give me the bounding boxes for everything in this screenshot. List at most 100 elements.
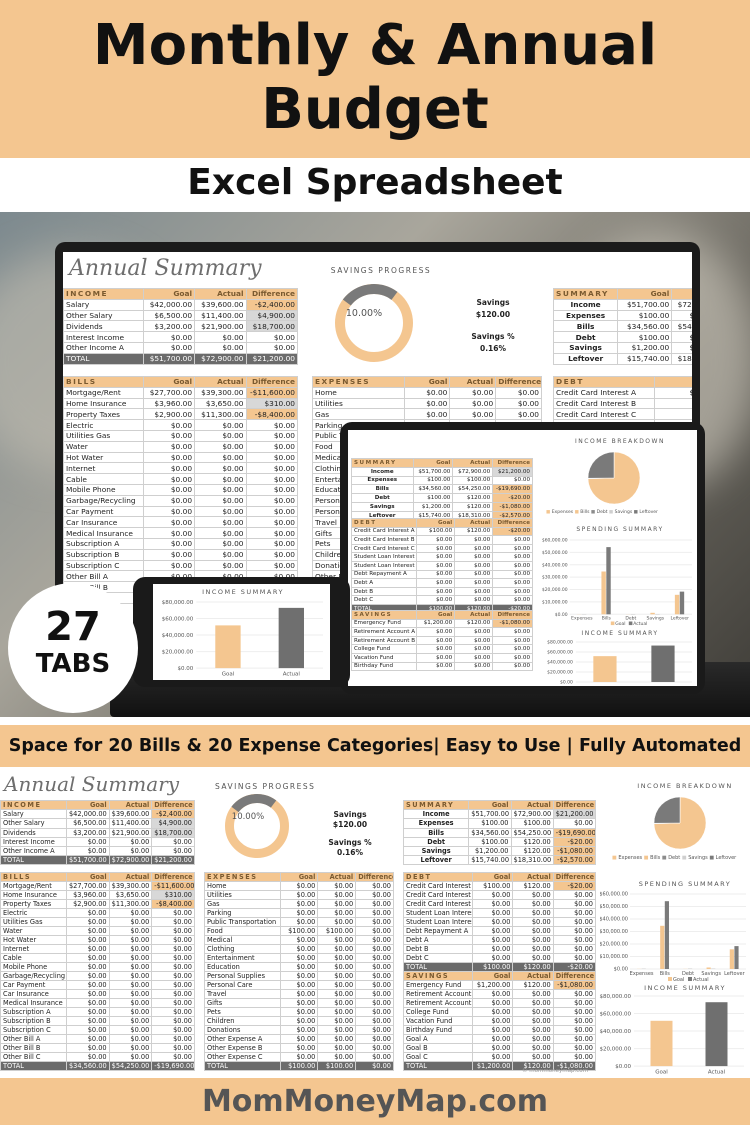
expenses-row-cell[interactable]: $0.00 <box>355 1025 394 1035</box>
summary-row-cell[interactable]: $72,900.00 <box>510 809 554 820</box>
bills-row-cell[interactable]: $0.00 <box>65 971 110 981</box>
savings-header-cell[interactable]: Goal <box>416 610 456 620</box>
savings-row-cell[interactable]: $0.00 <box>552 1043 597 1053</box>
bills-total-cell[interactable]: $34,560.00 <box>65 1061 110 1071</box>
summary-row-cell[interactable]: $51,700.00 <box>617 298 673 311</box>
debt-header-cell[interactable]: Difference <box>552 872 597 882</box>
summary-row-cell[interactable]: $18,310.00 <box>510 855 554 866</box>
debt-row-cell[interactable]: $0.00 <box>454 543 494 554</box>
summary-row-cell[interactable]: $100.00 <box>510 818 554 829</box>
expenses-row-cell[interactable]: $0.00 <box>355 998 394 1008</box>
bills-row-cell[interactable]: Subscription A <box>0 1007 67 1017</box>
income-total-cell[interactable]: TOTAL <box>0 855 67 866</box>
expenses-row-cell[interactable]: $0.00 <box>355 935 394 945</box>
debt-row-cell[interactable]: $0.00 <box>416 578 456 588</box>
debt-row-cell[interactable]: Debt A <box>350 578 418 588</box>
bills-row-cell[interactable]: $0.00 <box>245 429 298 442</box>
bills-row-cell[interactable]: $0.00 <box>65 908 110 918</box>
debt-row-cell[interactable]: $0.00 <box>552 890 597 900</box>
bills-row-cell[interactable]: Mortgage/Rent <box>0 881 67 891</box>
summary-row-cell[interactable]: $34,560.00 <box>468 827 512 838</box>
expenses-row-cell[interactable]: Pets <box>204 1007 281 1017</box>
bills-row-cell[interactable]: Home Insurance <box>0 890 67 900</box>
expenses-row-cell[interactable]: Gas <box>312 408 405 421</box>
expenses-row-cell[interactable]: Personal Supplies <box>204 971 281 981</box>
bills-row-cell[interactable]: $0.00 <box>151 908 195 918</box>
summary-header-cell[interactable]: Goal <box>468 799 512 811</box>
savings-row-cell[interactable]: $0.00 <box>492 644 533 654</box>
summary-row-cell[interactable]: $21,200.00 <box>552 809 597 820</box>
summary-header-cell[interactable]: Difference <box>492 458 533 468</box>
bills-row-cell[interactable]: $0.00 <box>142 483 196 496</box>
bills-row-cell[interactable]: $0.00 <box>151 944 195 954</box>
bills-row-cell[interactable]: $0.00 <box>142 516 196 529</box>
bills-row-cell[interactable]: $0.00 <box>245 473 298 485</box>
bills-header-cell[interactable]: Goal <box>142 376 196 388</box>
bills-row-cell[interactable]: Water <box>63 440 144 453</box>
bills-row-cell[interactable]: $0.00 <box>245 548 298 561</box>
income-row-cell[interactable]: $0.00 <box>142 331 196 343</box>
savings-row-cell[interactable]: Emergency Fund <box>350 618 418 629</box>
expenses-row-cell[interactable]: $100.00 <box>317 926 357 936</box>
expenses-row-cell[interactable]: $0.00 <box>449 386 497 399</box>
summary-row-cell[interactable]: $34,560.00 <box>412 484 454 495</box>
expenses-row-cell[interactable]: Clothing <box>204 944 281 954</box>
bills-header-cell[interactable]: BILLS <box>63 376 144 388</box>
expenses-row-cell[interactable]: $0.00 <box>279 1016 319 1026</box>
summary-header-cell[interactable]: SUMMARY <box>351 458 414 468</box>
income-row-cell[interactable]: $0.00 <box>65 836 110 847</box>
debt-row-cell[interactable]: $0.00 <box>492 552 533 562</box>
savings-row-cell[interactable]: Vacation Fund <box>350 652 418 663</box>
bills-row-cell[interactable]: Home Insurance <box>63 397 144 410</box>
bills-row-cell[interactable]: $0.00 <box>194 537 247 550</box>
savings-row-cell[interactable]: Vacation Fund <box>402 1016 474 1026</box>
expenses-row-cell[interactable]: $100.00 <box>279 926 319 936</box>
debt-row-cell[interactable]: Credit Card Interest B <box>402 890 474 900</box>
savings-row-cell[interactable]: $120.00 <box>454 618 494 629</box>
bills-row-cell[interactable]: Cable <box>63 473 144 485</box>
bills-row-cell[interactable]: Car Payment <box>63 505 144 518</box>
expenses-row-cell[interactable]: $0.00 <box>355 989 394 999</box>
income-row-cell[interactable]: $0.00 <box>245 331 298 343</box>
bills-row-cell[interactable]: $0.00 <box>65 998 110 1008</box>
bills-row-cell[interactable]: $310.00 <box>151 890 195 900</box>
savings-row-cell[interactable]: $0.00 <box>512 1025 554 1035</box>
summary-row-cell[interactable]: $100.00 <box>412 493 454 503</box>
expenses-row-cell[interactable]: $0.00 <box>403 386 451 399</box>
savings-row-cell[interactable]: $0.00 <box>552 1025 597 1035</box>
debt-row-cell[interactable]: Credit Card Interest A <box>402 881 474 891</box>
income-row-cell[interactable]: -$2,400.00 <box>245 298 298 311</box>
bills-row-cell[interactable]: $0.00 <box>245 527 298 539</box>
debt-header-cell[interactable]: DEBT <box>350 518 418 528</box>
debt-header-cell[interactable]: Actual <box>454 518 494 528</box>
savings-row-cell[interactable]: Birthday Fund <box>350 661 418 672</box>
expenses-row-cell[interactable]: $0.00 <box>317 998 357 1008</box>
income-header-cell[interactable]: Difference <box>245 288 298 300</box>
expenses-row-cell[interactable]: $0.00 <box>355 1043 394 1053</box>
expenses-row-cell[interactable]: Personal Care <box>204 980 281 990</box>
income-row-cell[interactable]: Salary <box>63 298 144 311</box>
debt-row-cell[interactable]: $0.00 <box>512 944 554 954</box>
expenses-row-cell[interactable]: $0.00 <box>279 1052 319 1062</box>
income-row-cell[interactable]: Dividends <box>0 827 67 838</box>
bills-row-cell[interactable]: $0.00 <box>108 953 153 963</box>
summary-row-cell[interactable]: Bills <box>552 320 619 333</box>
bills-row-cell[interactable]: $0.00 <box>108 926 153 936</box>
debt-row-cell[interactable]: $0.00 <box>416 569 456 580</box>
debt-row-cell[interactable]: $0.00 <box>454 569 494 580</box>
expenses-header-cell[interactable]: EXPENSES <box>312 376 405 388</box>
expenses-header-cell[interactable]: Actual <box>317 872 357 882</box>
summary-header-cell[interactable]: Actual <box>452 458 494 468</box>
expenses-header-cell[interactable]: Difference <box>355 872 394 882</box>
bills-row-cell[interactable]: $27,700.00 <box>142 386 196 399</box>
debt-row-cell[interactable]: $0.00 <box>552 953 597 963</box>
bills-row-cell[interactable]: Internet <box>0 944 67 954</box>
bills-row-cell[interactable]: Other Bill A <box>0 1034 67 1044</box>
debt-row-cell[interactable]: $0.00 <box>472 926 514 936</box>
bills-header-cell[interactable]: Difference <box>245 376 298 388</box>
expenses-header-cell[interactable]: EXPENSES <box>204 872 281 882</box>
bills-row-cell[interactable]: $0.00 <box>65 962 110 972</box>
income-row-cell[interactable]: Other Salary <box>63 309 144 322</box>
bills-row-cell[interactable]: $0.00 <box>108 944 153 954</box>
debt-row-cell[interactable]: Debt B <box>402 944 474 954</box>
